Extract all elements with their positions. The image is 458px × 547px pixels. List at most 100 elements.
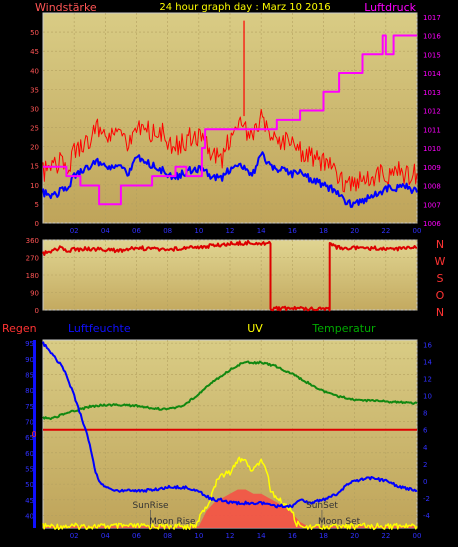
x-tick-label: 06	[132, 227, 141, 235]
y-tick-label: 40	[30, 67, 39, 75]
humidity-series-layer	[42, 341, 418, 531]
luftdruck-label: Luftdruck	[364, 1, 416, 14]
sunset-label: SunSet	[306, 501, 338, 511]
wind-direction-line	[42, 240, 418, 312]
compass-letters: N W S O N	[435, 238, 446, 319]
moonset-label: Moon Set	[318, 517, 361, 527]
y-tick-label: 85	[25, 371, 34, 379]
y-tick-label: 80	[25, 387, 34, 395]
y2-tick-label: 1016	[423, 33, 441, 41]
x-tick-label: 16	[288, 227, 297, 235]
x-tick-label: 18	[319, 227, 328, 235]
y-tick-label: 35	[30, 86, 39, 94]
y2-tick-label: 1009	[423, 164, 441, 172]
wind-y-tick-labels: 0 5 10 15 20 25 30 35 40 45 50	[30, 29, 39, 228]
y2-tick-label: 2	[423, 461, 427, 469]
y2-tick-label: 10	[423, 393, 432, 401]
humidity-line	[42, 341, 418, 509]
y2-tick-label: 12	[423, 375, 432, 383]
y-tick-label: 0	[35, 307, 39, 315]
y2-tick-label: -4	[423, 512, 431, 520]
x-tick-label: 14	[257, 532, 266, 540]
sunrise-label: SunRise	[132, 501, 169, 511]
y-tick-label: 5	[35, 201, 39, 209]
y2-tick-label: 0	[423, 478, 427, 486]
x-tick-label: 14	[257, 227, 266, 235]
y2-tick-label: 4	[423, 444, 428, 452]
direction-y-tick-labels: 0 90 180 270 360	[26, 237, 39, 315]
y2-tick-label: 1007	[423, 201, 441, 209]
y-tick-label: 10	[30, 182, 39, 190]
y2-tick-label: 1010	[423, 145, 441, 153]
graph-title: 24 hour graph day : Marz 10 2016	[159, 2, 330, 13]
y-tick-label: 45	[25, 497, 34, 505]
y-tick-label: 55	[25, 465, 34, 473]
y2-tick-label: 1011	[423, 126, 441, 134]
x-tick-label: 10	[194, 532, 203, 540]
x-tick-label: 12	[226, 532, 235, 540]
regen-label: Regen	[2, 322, 37, 335]
x-tick-label: 08	[163, 227, 172, 235]
y2-tick-label: 16	[423, 341, 432, 349]
y-tick-label: 0	[35, 220, 39, 228]
rain-zero-label: 0	[31, 430, 36, 439]
y-tick-label: 270	[26, 255, 39, 263]
pressure-line	[43, 34, 417, 206]
y2-tick-label: 1013	[423, 89, 441, 97]
compass-letter-n-top: N	[436, 238, 444, 251]
x-tick-label: 20	[350, 532, 359, 540]
x-tick-label: 00	[413, 532, 422, 540]
windstaerke-label: Windstärke	[35, 1, 97, 14]
wind-series-layer	[42, 20, 418, 208]
y-tick-label: 40	[25, 512, 34, 520]
moonrise-label: Moon Rise	[149, 517, 196, 527]
y-tick-label: 90	[25, 356, 34, 364]
y-tick-label: 50	[30, 29, 39, 37]
y2-tick-label: 1014	[423, 70, 441, 78]
y-tick-label: 60	[25, 450, 34, 458]
y-tick-label: 90	[30, 290, 39, 298]
compass-letter-w: W	[435, 255, 446, 268]
x-tick-label: 22	[381, 532, 390, 540]
x-tick-label: 08	[163, 532, 172, 540]
y-tick-label: 75	[25, 403, 34, 411]
wind-x-tick-labels: 02 04 06 08 10 12 14 16 18 20 22 00	[70, 227, 422, 235]
y2-tick-label: 14	[423, 358, 432, 366]
temperatur-label: Temperatur	[311, 322, 376, 335]
y2-tick-label: 1006	[423, 220, 441, 228]
y-tick-label: 50	[25, 481, 34, 489]
temperature-y-tick-labels: -4 -2 0 2 4 6 8 10 12 14 16	[423, 341, 432, 520]
y-tick-label: 15	[30, 163, 39, 171]
gust-series-line	[42, 108, 418, 193]
x-tick-label: 04	[101, 532, 110, 540]
y2-tick-label: 8	[423, 410, 427, 418]
y2-tick-label: 1008	[423, 183, 441, 191]
temperature-line	[42, 360, 418, 421]
x-tick-label: 04	[101, 227, 110, 235]
solar-area	[43, 489, 417, 528]
y-tick-label: 25	[30, 125, 39, 133]
y-tick-label: 30	[30, 105, 39, 113]
y-tick-label: 180	[26, 272, 39, 280]
x-tick-label: 00	[413, 227, 422, 235]
humidity-x-tick-labels: 02 04 06 08 10 12 14 16 18 20 22 00	[70, 532, 422, 540]
direction-series-layer	[42, 240, 418, 312]
rain-axis-bar	[33, 340, 36, 528]
y2-tick-label: 1012	[423, 108, 441, 116]
y-tick-label: 20	[30, 144, 39, 152]
x-tick-label: 10	[194, 227, 203, 235]
x-tick-label: 12	[226, 227, 235, 235]
pressure-y-tick-labels: 1006 1007 1008 1009 1010 1011 1012 1013 1014 1015…	[423, 14, 441, 228]
compass-letter-s: S	[437, 272, 444, 285]
y2-tick-label: 6	[423, 427, 428, 435]
x-tick-label: 02	[70, 532, 79, 540]
compass-letter-o: O	[436, 289, 445, 302]
y-tick-label: 70	[25, 418, 34, 426]
x-tick-label: 02	[70, 227, 79, 235]
x-tick-label: 06	[132, 532, 141, 540]
y-tick-label: 65	[25, 434, 34, 442]
y2-tick-label: 1015	[423, 51, 441, 59]
wind-grid	[43, 13, 418, 224]
